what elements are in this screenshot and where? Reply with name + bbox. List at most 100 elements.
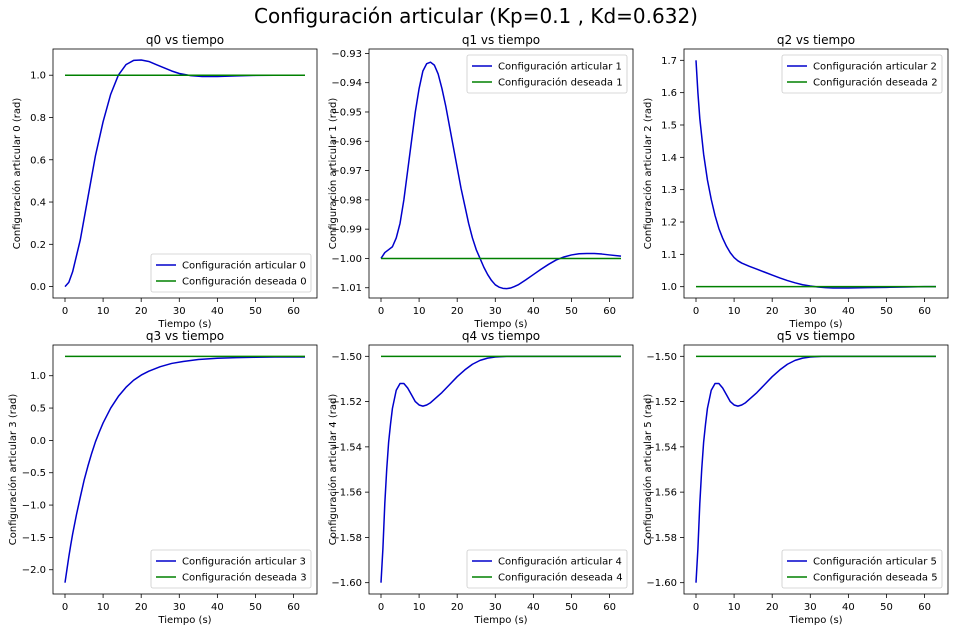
y-tick-label: −1.60 bbox=[331, 578, 362, 589]
y-tick-label: −1.56 bbox=[331, 488, 362, 499]
x-axis-label: Tiempo (s) bbox=[473, 319, 527, 330]
series-group bbox=[380, 355, 621, 583]
legend-box bbox=[466, 549, 628, 589]
axes-frame bbox=[368, 48, 634, 299]
y-tick-label: −1.5 bbox=[22, 533, 46, 544]
y-tick-label: 1.0 bbox=[661, 282, 677, 293]
y-tick-label: −2.0 bbox=[22, 565, 46, 576]
y-tick-label: −1.58 bbox=[646, 533, 677, 544]
axes-frame bbox=[52, 48, 318, 299]
x-tick-label: 10 bbox=[728, 306, 741, 317]
x-tick-label: 20 bbox=[766, 602, 779, 613]
y-axis-label: Configuración articular 2 (rad) bbox=[642, 98, 654, 250]
axes-frame bbox=[52, 344, 318, 595]
y-tick-label: −1.52 bbox=[646, 397, 677, 408]
axes-frame bbox=[683, 344, 949, 595]
x-tick-label: 40 bbox=[211, 602, 224, 613]
series-group bbox=[64, 59, 305, 288]
y-tick-label: −0.99 bbox=[331, 225, 362, 236]
y-tick-label: −1.00 bbox=[331, 254, 362, 265]
x-tick-label: 60 bbox=[918, 602, 931, 613]
legend-box bbox=[781, 549, 943, 589]
y-tick-label: −1.56 bbox=[646, 488, 677, 499]
x-tick-label: 40 bbox=[527, 602, 540, 613]
legend-entry-desired: Configuración deseada 2 bbox=[813, 77, 938, 89]
legend-entry-actual: Configuración articular 4 bbox=[498, 556, 622, 568]
y-tick-label: −0.96 bbox=[331, 137, 362, 148]
x-tick-label: 30 bbox=[173, 306, 186, 317]
y-tick-label: 1.3 bbox=[661, 185, 677, 196]
x-tick-label: 10 bbox=[413, 306, 426, 317]
x-tick-label: 30 bbox=[804, 306, 817, 317]
series-line-actual bbox=[695, 60, 936, 289]
legend-box bbox=[466, 54, 628, 94]
x-tick-label: 20 bbox=[135, 306, 148, 317]
y-tick-label: 1.4 bbox=[661, 153, 677, 164]
y-tick-label: −1.54 bbox=[646, 442, 677, 453]
y-tick-label: 0.5 bbox=[30, 404, 46, 415]
subplot-3: 0 10 20 30 40 50 60 −2.0 −1.5 −1.0 −0.5 0.0 0.5 1.0 q3… bbox=[7, 329, 318, 626]
y-tick-label: 1.0 bbox=[30, 371, 46, 382]
x-tick-label: 0 bbox=[62, 306, 68, 317]
y-tick-label: −1.52 bbox=[331, 397, 362, 408]
legend: Configuración articular 5 Configuración d… bbox=[781, 549, 943, 589]
series-group bbox=[380, 61, 622, 290]
y-tick-label: −1.0 bbox=[22, 501, 46, 512]
legend: Configuración articular 3 Configuración d… bbox=[150, 549, 312, 589]
x-tick-label: 0 bbox=[62, 602, 68, 613]
y-tick-label: −0.94 bbox=[331, 78, 362, 89]
subplot-0: 0 10 20 30 40 50 60 0.0 0.2 0.4 0.6 0.8 1.0 q0 vs tie… bbox=[11, 33, 318, 330]
x-tick-label: 30 bbox=[489, 306, 502, 317]
x-tick-label: 60 bbox=[287, 306, 300, 317]
x-tick-label: 60 bbox=[603, 602, 616, 613]
subplot-title: q2 vs tiempo bbox=[777, 33, 855, 47]
subplot-1: 0 10 20 30 40 50 60 −1.01 −1.00 −0.99 −0.98 −0.97 −0… bbox=[327, 33, 634, 330]
x-tick-label: 30 bbox=[804, 602, 817, 613]
subplot-title: q3 vs tiempo bbox=[146, 329, 224, 343]
x-tick-label: 20 bbox=[766, 306, 779, 317]
x-axis-label: Tiempo (s) bbox=[157, 615, 211, 626]
axes-frame bbox=[368, 344, 634, 595]
subplot-4: 0 10 20 30 40 50 60 −1.60 −1.58 −1.56 −1.54 −1.52 −1… bbox=[327, 329, 634, 626]
x-tick-label: 40 bbox=[211, 306, 224, 317]
legend-box bbox=[150, 253, 312, 293]
x-tick-label: 60 bbox=[287, 602, 300, 613]
series-group bbox=[695, 355, 936, 583]
series-group bbox=[64, 355, 305, 583]
legend-entry-desired: Configuración deseada 0 bbox=[182, 276, 307, 288]
x-tick-label: 50 bbox=[249, 602, 262, 613]
legend-entry-actual: Configuración articular 5 bbox=[813, 556, 937, 568]
y-tick-label: 0.0 bbox=[30, 436, 46, 447]
subplot-2: 0 10 20 30 40 50 60 1.0 1.1 1.2 1.3 1.4 1.5 1.6 1.7 q2 … bbox=[642, 33, 949, 330]
y-tick-label: 1.0 bbox=[30, 71, 46, 82]
x-tick-label: 30 bbox=[489, 602, 502, 613]
x-tick-label: 10 bbox=[728, 602, 741, 613]
y-tick-label: −1.54 bbox=[331, 442, 362, 453]
legend-entry-desired: Configuración deseada 3 bbox=[182, 572, 307, 584]
y-tick-label: −1.60 bbox=[646, 578, 677, 589]
subplot-title: q5 vs tiempo bbox=[777, 329, 855, 343]
series-group bbox=[695, 60, 936, 289]
legend-entry-desired: Configuración deseada 4 bbox=[498, 572, 623, 584]
subplot-title: q1 vs tiempo bbox=[462, 33, 540, 47]
legend: Configuración articular 0 Configuración d… bbox=[150, 253, 312, 293]
x-tick-label: 0 bbox=[378, 306, 384, 317]
x-tick-label: 30 bbox=[173, 602, 186, 613]
x-tick-label: 20 bbox=[451, 602, 464, 613]
y-tick-label: −0.95 bbox=[331, 107, 362, 118]
x-tick-label: 20 bbox=[135, 602, 148, 613]
y-tick-label: −0.93 bbox=[331, 49, 362, 60]
x-tick-label: 10 bbox=[97, 602, 110, 613]
subplot-title: q4 vs tiempo bbox=[462, 329, 540, 343]
y-axis-label: Configuración articular 0 (rad) bbox=[11, 98, 23, 250]
y-tick-label: 0.4 bbox=[30, 198, 46, 209]
legend: Configuración articular 1 Configuración d… bbox=[466, 54, 628, 94]
x-tick-label: 60 bbox=[918, 306, 931, 317]
subplots-container: 0 10 20 30 40 50 60 0.0 0.2 0.4 0.6 0.8 1.0 q0 vs tie… bbox=[7, 33, 949, 626]
x-axis-label: Tiempo (s) bbox=[788, 319, 842, 330]
y-tick-label: −1.50 bbox=[646, 352, 677, 363]
x-tick-label: 0 bbox=[693, 602, 699, 613]
y-tick-label: 1.6 bbox=[661, 88, 677, 99]
x-axis-label: Tiempo (s) bbox=[788, 615, 842, 626]
